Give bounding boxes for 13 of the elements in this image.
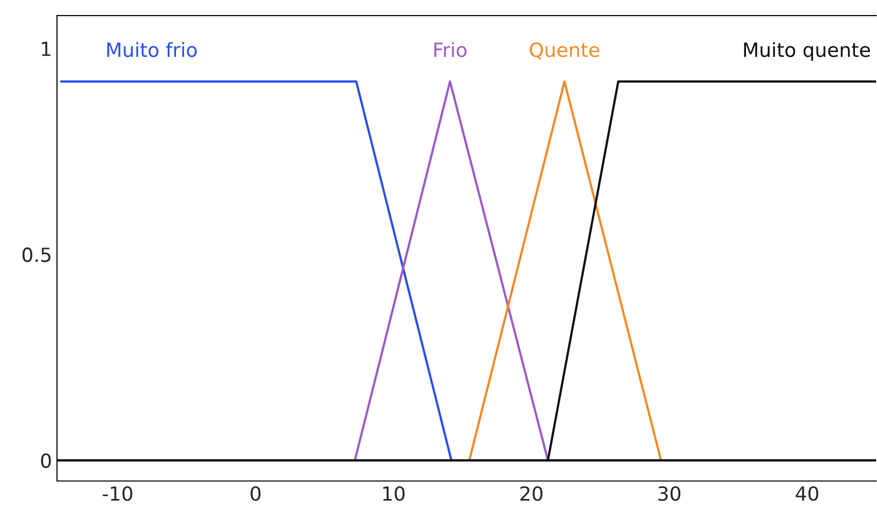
x-tick-label: 20 <box>520 486 542 501</box>
x-tick-label: 40 <box>796 486 818 501</box>
x-tick-label: -10 <box>102 486 132 501</box>
x-tick-label: 30 <box>658 486 680 501</box>
y-tick-label: 0.5 <box>22 247 50 262</box>
series-label: Muito quente <box>744 42 870 61</box>
series-label: Quente <box>530 42 600 60</box>
y-tick-label: 0 <box>41 453 51 468</box>
x-tick-label: 0 <box>250 486 260 501</box>
y-tick-label: 1 <box>42 42 50 56</box>
x-tick-label: 10 <box>383 486 405 501</box>
series-label: Frio <box>434 42 466 58</box>
series-label: Muito frio <box>107 42 197 58</box>
